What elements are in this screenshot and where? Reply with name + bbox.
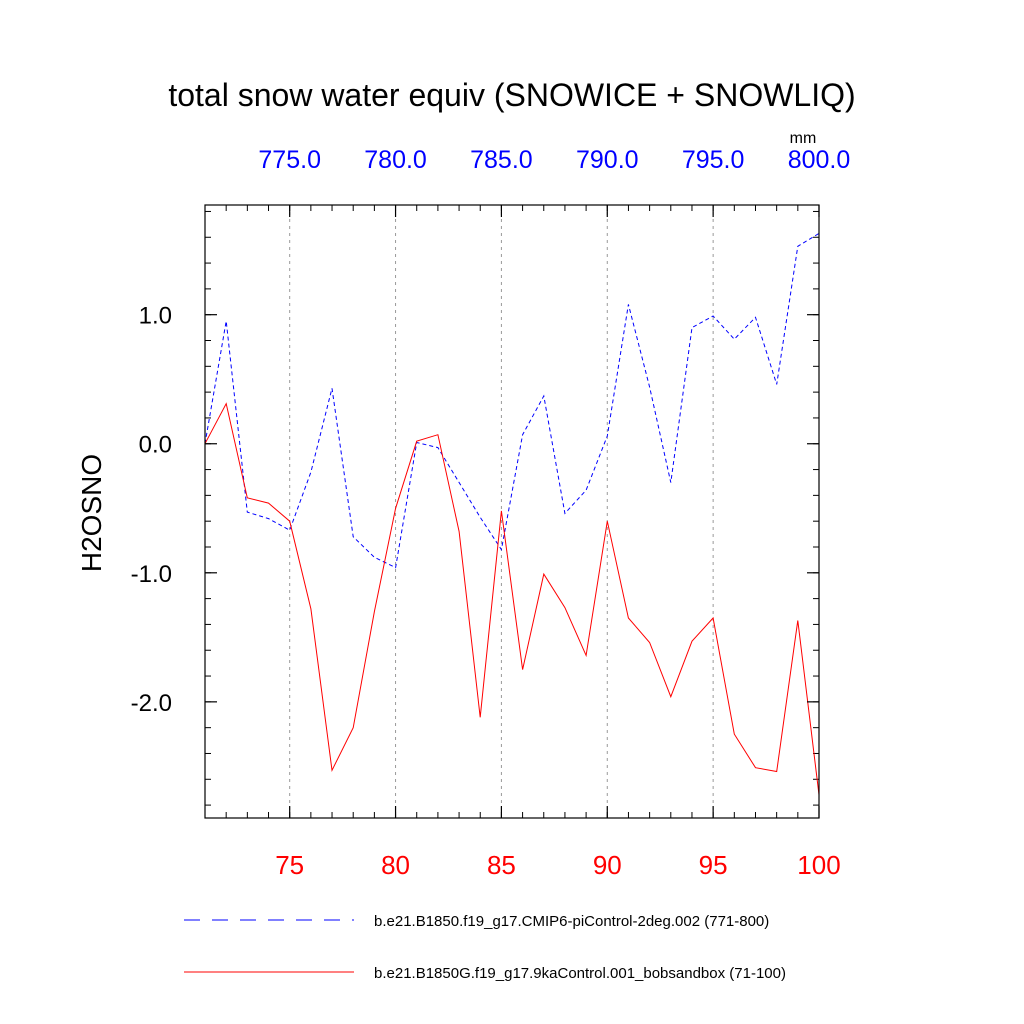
series-layer — [204, 232, 820, 795]
legend-label-2: b.e21.B1850G.f19_g17.9kaControl.001_bobs… — [374, 965, 786, 982]
x-top-tick-label: 790.0 — [576, 146, 639, 174]
y-tick-label: -1.0 — [131, 561, 172, 588]
x-top-tick-label: 785.0 — [470, 146, 533, 174]
x-bottom-tick-label: 80 — [381, 850, 410, 880]
series-line-1 — [204, 232, 820, 569]
y-tick-labels: 1.0 0.0 -1.0 -2.0 — [131, 303, 172, 717]
y-axis-label: H2OSNO — [76, 454, 107, 572]
x-top-tick-label: 795.0 — [682, 146, 745, 174]
minor-ticks — [204, 205, 820, 818]
x-top-tick-labels: 775.0 780.0 785.0 790.0 795.0 800.0 — [258, 146, 850, 174]
x-top-tick-label: 800.0 — [788, 146, 851, 174]
legend: b.e21.B1850.f19_g17.CMIP6-piControl-2deg… — [184, 913, 786, 982]
units-label: mm — [790, 130, 817, 147]
x-bottom-tick-label: 85 — [487, 850, 516, 880]
series-line-2 — [204, 402, 820, 795]
y-tick-label: 1.0 — [139, 303, 172, 330]
y-tick-label: 0.0 — [139, 432, 172, 459]
plot-frame — [204, 204, 820, 819]
x-bottom-tick-label: 95 — [699, 850, 728, 880]
x-bottom-tick-label: 75 — [275, 850, 304, 880]
chart-title: total snow water equiv (SNOWICE + SNOWLI… — [168, 77, 855, 113]
y-tick-label: -2.0 — [131, 690, 172, 717]
x-top-tick-label: 775.0 — [258, 146, 321, 174]
x-bottom-tick-label: 100 — [797, 850, 840, 880]
x-top-tick-label: 780.0 — [364, 146, 427, 174]
major-ticks — [205, 205, 820, 818]
legend-label-1: b.e21.B1850.f19_g17.CMIP6-piControl-2deg… — [374, 913, 769, 930]
x-bottom-tick-label: 90 — [593, 850, 622, 880]
x-bottom-tick-labels: 75 80 85 90 95 100 — [275, 850, 840, 880]
